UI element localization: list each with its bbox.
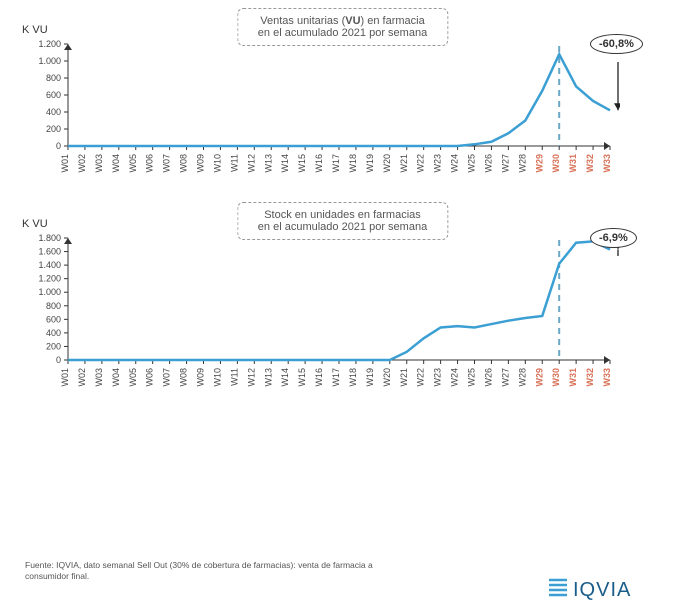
x-tick-label: W11 (229, 368, 239, 386)
x-tick-label: W02 (77, 154, 87, 173)
x-tick-label: W08 (179, 368, 189, 387)
x-tick-label: W22 (416, 154, 426, 173)
x-tick-label: W10 (212, 154, 222, 173)
y-tick-label: 1.400 (38, 260, 61, 270)
x-tick-label: W18 (348, 154, 358, 173)
x-tick-label: W31 (568, 368, 578, 387)
x-tick-label: W22 (416, 368, 426, 387)
x-tick-label: W12 (246, 368, 256, 387)
x-tick-label: W06 (145, 154, 155, 173)
x-tick-label: W25 (467, 368, 477, 387)
x-tick-label: W07 (162, 368, 172, 387)
y-tick-label: 1.200 (38, 274, 61, 284)
x-tick-label: W14 (280, 154, 290, 173)
x-tick-label: W16 (314, 368, 324, 387)
chart-container: Stock en unidades en farmaciasen el acum… (30, 210, 655, 400)
y-tick-label: 0 (56, 355, 61, 365)
x-tick-label: W19 (365, 154, 375, 173)
x-tick-label: W17 (331, 154, 341, 173)
x-tick-label: W04 (111, 154, 121, 173)
x-tick-label: W11 (229, 154, 239, 172)
y-tick-label: 200 (46, 341, 61, 351)
data-line (68, 241, 610, 360)
x-tick-label: W16 (314, 154, 324, 173)
change-annotation: -60,8% (590, 34, 643, 54)
chart-title: Ventas unitarias (VU) en farmaciaen el a… (237, 8, 448, 46)
x-tick-label: W13 (263, 154, 273, 173)
y-axis-label: K VU (22, 218, 48, 230)
x-tick-label: W20 (382, 154, 392, 173)
x-tick-label: W06 (145, 368, 155, 387)
y-axis-label: K VU (22, 24, 48, 36)
x-tick-label: W20 (382, 368, 392, 387)
chart-title: Stock en unidades en farmaciasen el acum… (237, 202, 448, 240)
x-tick-label: W29 (534, 154, 544, 173)
x-tick-label: W25 (467, 154, 477, 173)
x-tick-label: W28 (517, 154, 527, 173)
x-tick-label: W26 (483, 154, 493, 173)
x-tick-label: W33 (602, 368, 612, 387)
x-tick-label: W07 (162, 154, 172, 173)
x-tick-label: W09 (196, 154, 206, 173)
x-tick-label: W04 (111, 368, 121, 387)
x-tick-label: W27 (500, 368, 510, 387)
y-tick-label: 600 (46, 314, 61, 324)
x-tick-label: W32 (585, 154, 595, 173)
y-tick-label: 800 (46, 301, 61, 311)
x-tick-label: W12 (246, 154, 256, 173)
x-tick-label: W18 (348, 368, 358, 387)
x-tick-label: W01 (60, 154, 70, 173)
change-annotation: -6,9% (590, 228, 637, 248)
x-tick-label: W21 (399, 154, 409, 173)
x-tick-label: W03 (94, 154, 104, 173)
svg-text:IQVIA: IQVIA (573, 579, 631, 600)
x-tick-label: W26 (483, 368, 493, 387)
x-tick-label: W15 (297, 154, 307, 173)
x-tick-label: W32 (585, 368, 595, 387)
x-tick-label: W29 (534, 368, 544, 387)
x-tick-label: W24 (450, 368, 460, 387)
y-tick-label: 1.800 (38, 233, 61, 243)
x-tick-label: W27 (500, 154, 510, 173)
x-tick-label: W14 (280, 368, 290, 387)
x-tick-label: W15 (297, 368, 307, 387)
x-tick-label: W30 (551, 154, 561, 173)
source-text: Fuente: IQVIA, dato semanal Sell Out (30… (25, 560, 375, 582)
x-tick-label: W28 (517, 368, 527, 387)
x-tick-label: W24 (450, 154, 460, 173)
x-tick-label: W31 (568, 154, 578, 173)
data-line (68, 54, 610, 146)
y-tick-label: 200 (46, 124, 61, 134)
x-tick-label: W09 (196, 368, 206, 387)
y-tick-label: 800 (46, 73, 61, 83)
y-tick-label: 1.200 (38, 39, 61, 49)
x-tick-label: W33 (602, 154, 612, 173)
x-tick-label: W17 (331, 368, 341, 387)
y-tick-label: 1.600 (38, 247, 61, 257)
y-tick-label: 1.000 (38, 56, 61, 66)
y-tick-label: 1.000 (38, 287, 61, 297)
y-tick-label: 400 (46, 107, 61, 117)
x-tick-label: W23 (433, 368, 443, 387)
x-tick-label: W21 (399, 368, 409, 387)
x-tick-label: W30 (551, 368, 561, 387)
y-tick-label: 400 (46, 328, 61, 338)
x-tick-label: W08 (179, 154, 189, 173)
x-tick-label: W02 (77, 368, 87, 387)
x-tick-label: W13 (263, 368, 273, 387)
x-tick-label: W23 (433, 154, 443, 173)
y-tick-label: 600 (46, 90, 61, 100)
x-tick-label: W01 (60, 368, 70, 387)
y-tick-label: 0 (56, 141, 61, 151)
chart-container: Ventas unitarias (VU) en farmaciaen el a… (30, 16, 655, 186)
x-tick-label: W03 (94, 368, 104, 387)
x-tick-label: W19 (365, 368, 375, 387)
x-tick-label: W05 (128, 368, 138, 387)
iqvia-logo: IQVIA (547, 574, 657, 600)
x-tick-label: W05 (128, 154, 138, 173)
x-tick-label: W10 (212, 368, 222, 387)
